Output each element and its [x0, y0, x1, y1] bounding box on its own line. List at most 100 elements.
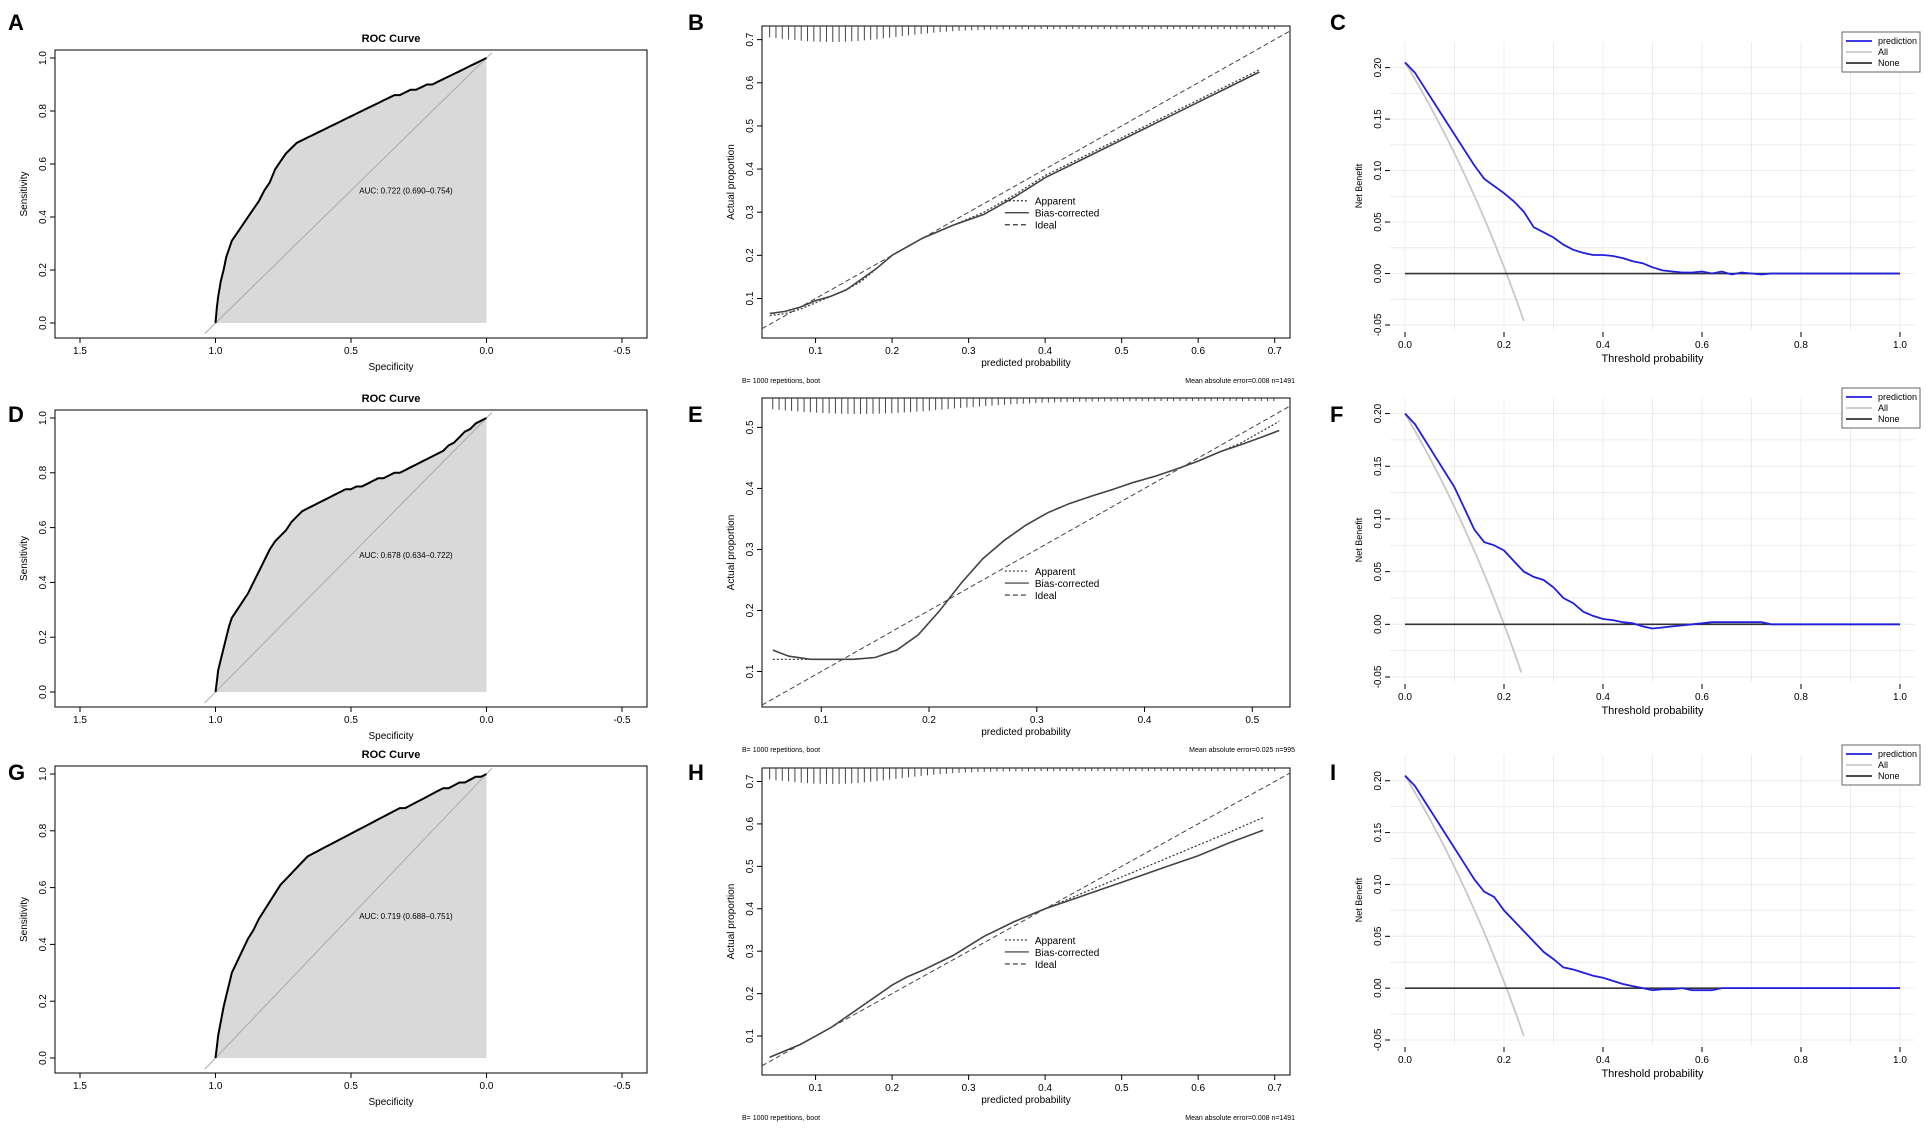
x-tick-label: 0.3	[962, 346, 976, 357]
calibration-chart-B: 0.1 0.2 0.3 0.4 0.5 0.6 0.7 0.1 0.2 0.3 0.4 0.5 0.6 0…	[726, 25, 1295, 385]
y-tick-label: 0.10	[1373, 874, 1384, 894]
y-tick-label: 0.20	[1373, 57, 1384, 77]
x-axis-label: Specificity	[368, 731, 413, 742]
plot-frame	[761, 397, 1291, 708]
legend-label: All	[1878, 403, 1888, 413]
x-tick-label: 0.1	[814, 715, 828, 726]
y-axis-label: Actual proportion	[726, 515, 737, 591]
y-tick-label: 0.05	[1373, 926, 1384, 946]
y-tick-label: 0.4	[38, 210, 49, 224]
y-tick-label: 0.4	[745, 162, 756, 176]
y-tick-label: 0.20	[1373, 403, 1384, 423]
calibration-chart-E: 0.1 0.2 0.3 0.4 0.5 0.1 0.2 0.3 0.4 0.5 predicted …	[726, 397, 1295, 754]
y-tick-label: 0.4	[745, 901, 756, 915]
x-tick-label: 1.0	[1893, 692, 1907, 703]
y-tick-label: 0.15	[1373, 109, 1384, 129]
x-tick-label: 1.0	[209, 346, 223, 357]
calibration-chart-H: 0.1 0.2 0.3 0.4 0.5 0.6 0.7 0.1 0.2 0.3 0.4 0.5 0.6 0…	[726, 767, 1295, 1122]
y-tick-label: 1.0	[38, 411, 49, 425]
x-axis-label: Specificity	[368, 1097, 413, 1108]
legend-label: Bias-corrected	[1035, 948, 1099, 959]
y-tick-label: 1.0	[38, 51, 49, 65]
series-apparent	[772, 420, 1280, 660]
y-axis-label: Sensitivity	[19, 171, 30, 216]
legend-label: None	[1878, 771, 1900, 781]
y-tick-label: 0.7	[745, 774, 756, 788]
x-tick-label: 0.2	[1497, 1055, 1511, 1066]
x-tick-label: 1.0	[1893, 1055, 1907, 1066]
x-tick-label: 0.8	[1794, 340, 1808, 351]
x-tick-label: 0.5	[344, 1081, 358, 1092]
x-tick-label: 0.6	[1191, 1083, 1205, 1094]
y-tick-label: 1.0	[38, 767, 49, 781]
legend-label: Apparent	[1035, 936, 1076, 947]
footnote-left: B= 1000 repetitions, boot	[742, 747, 820, 754]
legend-label: None	[1878, 58, 1900, 68]
y-tick-label: 0.6	[38, 880, 49, 894]
y-tick-label: 0.00	[1373, 263, 1384, 283]
y-axis-label: Actual proportion	[726, 884, 737, 960]
legend-label: prediction	[1878, 392, 1917, 402]
y-tick-label: 0.5	[745, 420, 756, 434]
series-bias-corrected	[769, 829, 1264, 1059]
x-tick-label: 1.5	[73, 1081, 87, 1092]
x-tick-label: 0.6	[1695, 692, 1709, 703]
y-tick-label: 0.05	[1373, 561, 1384, 581]
x-tick-label: 0.3	[962, 1083, 976, 1094]
y-tick-label: 0.2	[38, 263, 49, 277]
series-bias-corrected	[769, 71, 1260, 315]
x-tick-label: 0.1	[809, 1083, 823, 1094]
y-tick-label: 0.5	[745, 119, 756, 133]
y-tick-label: 0.2	[745, 986, 756, 1000]
panel-letter-a: A	[8, 10, 24, 35]
y-tick-label: 0.1	[745, 1029, 756, 1043]
y-tick-label: 0.1	[745, 664, 756, 678]
y-tick-label: 0.10	[1373, 160, 1384, 180]
x-axis-label: Specificity	[368, 362, 413, 373]
panel-letter-b: B	[688, 10, 704, 35]
x-tick-label: 0.5	[1115, 346, 1129, 357]
x-tick-label: 1.5	[73, 715, 87, 726]
x-axis-label: predicted probability	[981, 358, 1071, 369]
footnote-left: B= 1000 repetitions, boot	[742, 1115, 820, 1122]
x-tick-label: 0.4	[1038, 346, 1052, 357]
diagonal-reference	[204, 767, 493, 1070]
legend-label: Apparent	[1035, 197, 1076, 208]
series-prediction	[1404, 412, 1900, 630]
y-tick-label: 0.2	[38, 630, 49, 644]
y-axis-label: Net Benefit	[1354, 877, 1364, 922]
decision-chart-I: 0.0 0.2 0.4 0.6 0.8 1.0 -0.05 0.00 0.05 0.10 0.15 0…	[1354, 744, 1921, 1080]
auc-annotation: AUC: 0.678 (0.634–0.722)	[359, 551, 453, 560]
y-tick-label: 0.00	[1373, 614, 1384, 634]
x-tick-label: 1.0	[209, 715, 223, 726]
x-tick-label: 0.0	[1398, 340, 1412, 351]
series-apparent	[769, 69, 1260, 317]
x-tick-label: 0.4	[1596, 692, 1610, 703]
x-tick-label: 0.4	[1038, 1083, 1052, 1094]
legend-label: All	[1878, 47, 1888, 57]
y-tick-label: 0.1	[745, 291, 756, 305]
y-tick-label: 0.6	[745, 817, 756, 831]
series-bias-corrected	[772, 429, 1280, 661]
ideal-line	[761, 30, 1291, 330]
chart-title: ROC Curve	[362, 33, 421, 45]
x-tick-label: 0.6	[1191, 346, 1205, 357]
y-tick-label: 0.3	[745, 944, 756, 958]
x-tick-label: 0.7	[1268, 1083, 1282, 1094]
y-tick-label: 0.05	[1373, 212, 1384, 232]
legend-label: prediction	[1878, 749, 1917, 759]
ideal-line	[761, 772, 1291, 1067]
x-tick-label: 0.8	[1794, 1055, 1808, 1066]
y-axis-label: Sensitivity	[19, 536, 30, 581]
y-tick-label: 0.00	[1373, 978, 1384, 998]
roc-chart-D: 1.5 1.0 0.5 0.0 -0.5 0.0 0.2 0.4 0.6 0.8 1.0 ROC Cu…	[19, 393, 648, 742]
legend-label: Bias-corrected	[1035, 579, 1099, 590]
roc-curve	[214, 773, 487, 1059]
x-tick-label: 0.2	[922, 715, 936, 726]
y-tick-label: 0.2	[745, 248, 756, 262]
x-tick-label: 0.2	[1497, 692, 1511, 703]
y-tick-label: 0.3	[745, 205, 756, 219]
